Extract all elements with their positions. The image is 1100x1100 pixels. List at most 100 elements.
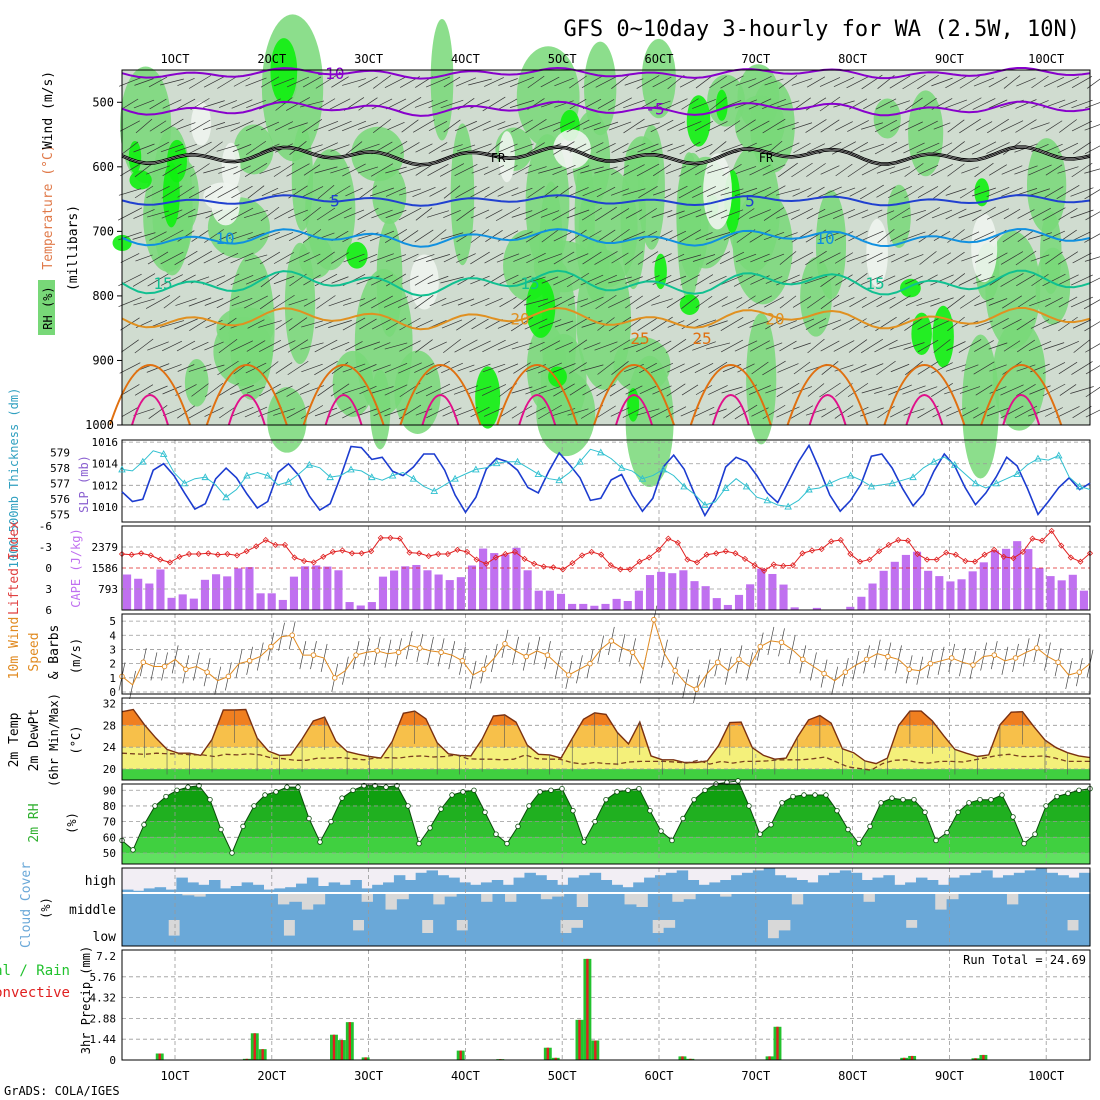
thickness-point [1013, 470, 1021, 477]
upper-wind-barb [1044, 76, 1064, 88]
upper-wind-barb [288, 317, 308, 331]
cloud-middle-bar [779, 894, 792, 920]
lifted-index-point [646, 554, 653, 561]
upper-wind-barb [484, 77, 504, 87]
upper-wind-barb [721, 386, 743, 394]
cloud-high-bar [361, 888, 373, 892]
cloud-middle-bar [647, 894, 661, 920]
cloud-middle-bar [791, 904, 804, 920]
upper-wind-barb [414, 229, 434, 243]
cape-bar [312, 565, 321, 610]
cloud-high-bar [1057, 875, 1069, 892]
upper-wind-barb [203, 100, 225, 108]
wind-tick-label: 5 [109, 615, 116, 628]
upper-wind-barb [537, 253, 563, 263]
upper-wind-barb [904, 254, 924, 262]
cloud-middle-bar [456, 894, 470, 920]
upper-wind-barb [456, 317, 476, 331]
upper-wind-barb [415, 164, 433, 176]
upper-wind-barb [513, 254, 531, 262]
cape-bar [278, 599, 287, 610]
upper-wind-barb [120, 120, 140, 132]
cape-bar [568, 603, 577, 610]
upper-wind-barb [652, 385, 672, 395]
upper-wind-barb [791, 229, 813, 243]
cape-bar [1001, 548, 1011, 610]
upper-wind-barb [328, 406, 352, 418]
upper-wind-barb [357, 122, 379, 130]
upper-wind-barb [566, 209, 590, 219]
cloud-high-bar [1024, 870, 1037, 892]
upper-wind-barb [874, 141, 898, 155]
upper-wind-barb [218, 166, 238, 174]
upper-wind-barb [1059, 384, 1077, 396]
upper-wind-barb [761, 98, 787, 110]
precip-convective-bar [340, 1040, 344, 1060]
cape-bar [334, 570, 343, 610]
upper-wind-barb [342, 317, 366, 331]
upper-wind-barb [611, 164, 629, 176]
upper-wind-barb [440, 99, 464, 109]
upper-wind-barb [273, 275, 295, 285]
upper-wind-barb [667, 144, 685, 152]
upper-wind-barb [1017, 230, 1035, 242]
cloud-middle-bar [396, 899, 410, 920]
upper-wind-barb [959, 75, 981, 89]
lifted-index-point [962, 557, 969, 565]
upper-wind-barb [569, 75, 587, 89]
upper-wind-barb [527, 341, 545, 351]
lifted-index-point [981, 551, 988, 558]
lifted-index-point [722, 548, 729, 555]
rh-moist-region [394, 350, 441, 434]
upper-wind-barb [946, 407, 966, 417]
lifted-index-point [243, 548, 250, 555]
upper-wind-barb [272, 340, 296, 352]
upper-wind-barb [695, 144, 713, 152]
lifted-index-point [262, 536, 269, 544]
lifted-index-point [233, 552, 241, 559]
cloud-high-bar [796, 880, 808, 892]
upper-wind-barb [736, 119, 756, 133]
cloud-middle-bar [815, 894, 828, 920]
upper-wind-barb [623, 164, 645, 176]
upper-wind-barb [958, 274, 982, 286]
temp-contour-label: 5 [330, 191, 340, 210]
rh-saturated-region [679, 294, 700, 315]
upper-wind-barb [637, 251, 659, 265]
upper-wind-barb [469, 363, 491, 373]
cloud-middle-bar [910, 894, 924, 920]
rh-moist-region [430, 18, 454, 141]
lifted-index-point [818, 546, 825, 553]
thickness-point [305, 460, 314, 468]
upper-wind-barb [429, 341, 447, 351]
upper-wind-barb [1056, 340, 1080, 352]
upper-wind-barb [370, 386, 394, 394]
temp2m-axis-label-2: 2m DewPt [27, 709, 42, 772]
precip-convective-bar [332, 1034, 336, 1060]
thickness-tick-label: 577 [50, 477, 70, 490]
upper-wind-barb [259, 166, 281, 174]
upper-wind-barb [205, 186, 223, 198]
rh2m-point [526, 803, 532, 809]
temp-color-band [122, 769, 1090, 780]
upper-wind-barb [359, 385, 377, 395]
cloud-middle-bar [349, 894, 362, 920]
upper-wind-barb [1000, 384, 1024, 396]
rh2m-point [416, 840, 422, 847]
upper-wind-barb [120, 384, 140, 396]
upper-wind-barb [679, 141, 701, 155]
cloud-middle-bar [1006, 904, 1019, 920]
cloud-high-bar [600, 880, 613, 892]
cape-bar [1013, 541, 1022, 610]
cloud-low-bar [329, 920, 342, 946]
temp-contour-plus25 [980, 364, 1063, 426]
upper-wind-barb [694, 120, 714, 132]
x-date-bottom-6: 6OCT [645, 1069, 674, 1083]
temp-contour-label: 25 [692, 329, 711, 348]
cloud-high-bar [513, 877, 526, 892]
upper-wind-barb [890, 363, 910, 373]
upper-wind-barb [415, 339, 433, 353]
cloud-high-bar [948, 877, 961, 892]
cloud-low-bar [145, 920, 158, 946]
